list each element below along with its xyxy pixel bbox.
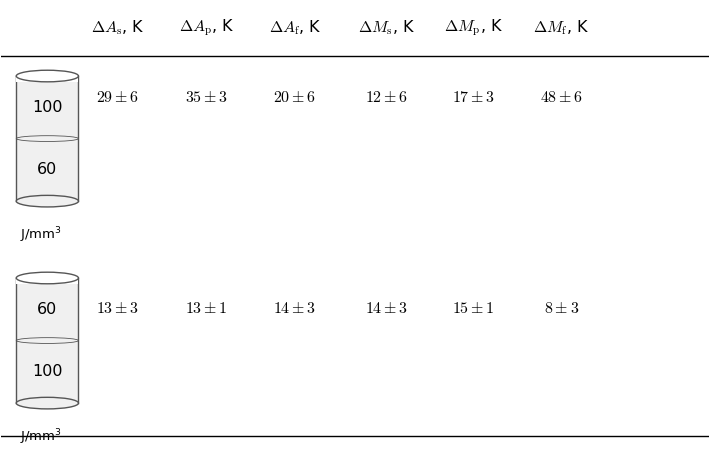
- Text: $8 \pm 3$: $8 \pm 3$: [544, 301, 579, 316]
- Text: $\Delta A_{\mathrm{f}}$, K: $\Delta A_{\mathrm{f}}$, K: [268, 18, 321, 37]
- Text: $15 \pm 1$: $15 \pm 1$: [452, 301, 495, 316]
- Text: $\Delta A_{\mathrm{s}}$, K: $\Delta A_{\mathrm{s}}$, K: [91, 18, 145, 37]
- Text: 100: 100: [32, 100, 62, 115]
- Ellipse shape: [16, 272, 79, 284]
- Text: J/mm$^{3}$: J/mm$^{3}$: [20, 226, 62, 245]
- Text: $29 \pm 6$: $29 \pm 6$: [97, 91, 140, 106]
- Text: $14 \pm 3$: $14 \pm 3$: [273, 301, 317, 316]
- Text: $35 \pm 3$: $35 \pm 3$: [185, 91, 228, 106]
- Text: 100: 100: [32, 364, 62, 379]
- Text: $14 \pm 3$: $14 \pm 3$: [365, 301, 408, 316]
- Ellipse shape: [16, 70, 79, 82]
- Bar: [16, 76, 79, 201]
- Text: 60: 60: [37, 302, 58, 317]
- Text: $\Delta A_{\mathrm{p}}$, K: $\Delta A_{\mathrm{p}}$, K: [179, 18, 234, 38]
- Text: 60: 60: [37, 162, 58, 177]
- Text: $12 \pm 6$: $12 \pm 6$: [365, 91, 408, 106]
- Bar: [16, 75, 79, 82]
- Text: $\Delta M_{\mathrm{s}}$, K: $\Delta M_{\mathrm{s}}$, K: [359, 18, 415, 37]
- Ellipse shape: [16, 195, 79, 207]
- Bar: [16, 277, 79, 284]
- Text: $20 \pm 6$: $20 \pm 6$: [273, 91, 317, 106]
- Text: $48 \pm 6$: $48 \pm 6$: [540, 91, 583, 106]
- Ellipse shape: [16, 397, 79, 409]
- Text: $\Delta M_{\mathrm{f}}$, K: $\Delta M_{\mathrm{f}}$, K: [533, 18, 589, 37]
- Text: $\Delta M_{\mathrm{p}}$, K: $\Delta M_{\mathrm{p}}$, K: [444, 18, 503, 38]
- Text: J/mm$^{3}$: J/mm$^{3}$: [20, 427, 62, 447]
- Text: $13 \pm 3$: $13 \pm 3$: [97, 301, 140, 316]
- Text: $13 \pm 1$: $13 \pm 1$: [185, 301, 228, 316]
- Bar: [16, 278, 79, 403]
- Text: $17 \pm 3$: $17 \pm 3$: [452, 91, 496, 106]
